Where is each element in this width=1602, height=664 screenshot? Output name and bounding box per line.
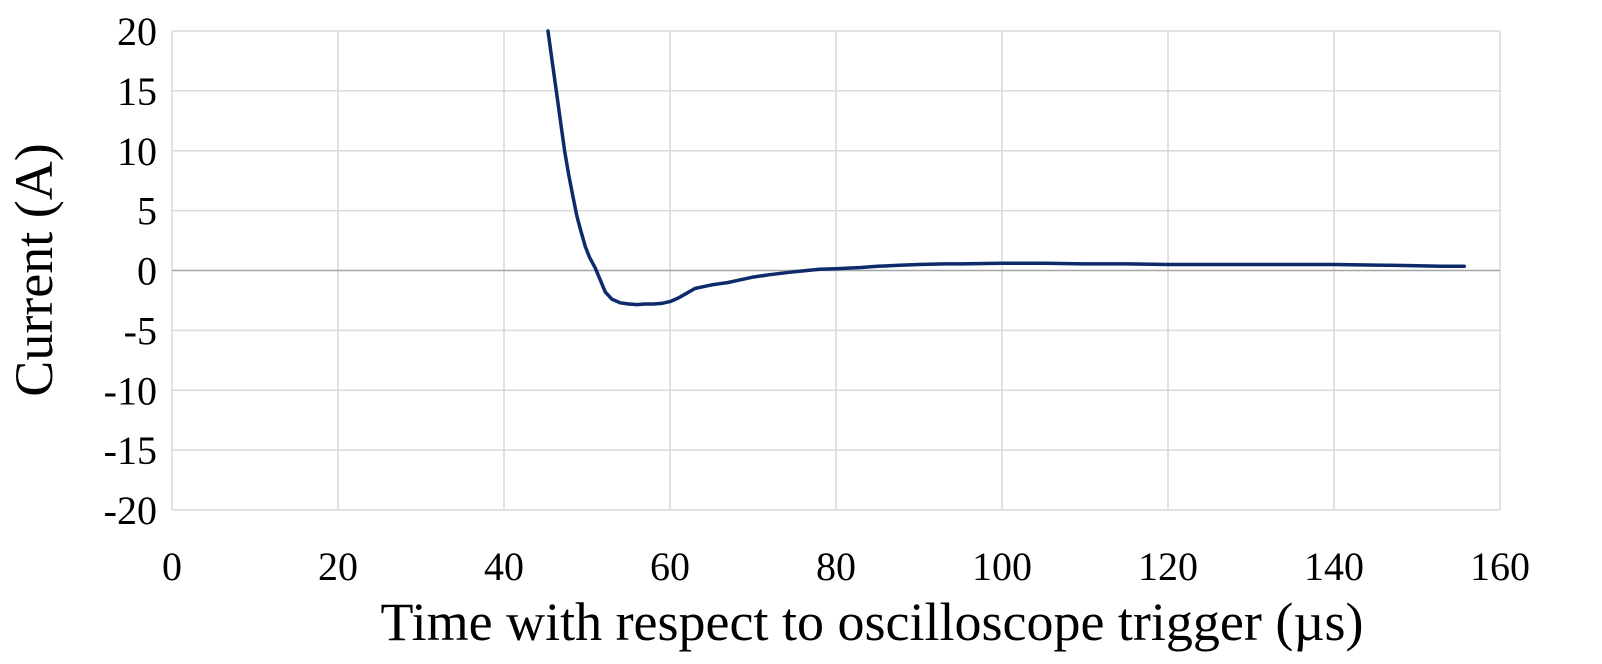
- y-tick-label: -20: [104, 488, 157, 533]
- gridlines: [171, 30, 1501, 511]
- x-tick-label: 100: [972, 544, 1032, 589]
- current-series-line: [546, 29, 1467, 307]
- y-tick-label: -5: [124, 308, 157, 353]
- x-tick-label: 60: [650, 544, 690, 589]
- y-tick-label: 10: [117, 129, 157, 174]
- x-axis-title: Time with respect to oscilloscope trigge…: [381, 592, 1364, 652]
- x-tick-label: 40: [484, 544, 524, 589]
- y-axis-title: Current (A): [4, 143, 64, 396]
- y-tick-label: 0: [137, 249, 157, 294]
- x-tick-label: 160: [1470, 544, 1530, 589]
- x-tick-label: 140: [1304, 544, 1364, 589]
- x-tick-label: 80: [816, 544, 856, 589]
- y-tick-label: 5: [137, 189, 157, 234]
- y-tick-label: -15: [104, 428, 157, 473]
- y-axis-ticks: 20 15 10 5 0 -5 -10 -15 -20: [104, 9, 157, 533]
- y-tick-label: -10: [104, 368, 157, 413]
- x-tick-label: 120: [1138, 544, 1198, 589]
- y-tick-label: 20: [117, 9, 157, 54]
- x-axis-ticks: 0 20 40 60 80 100 120 140 160: [162, 544, 1530, 589]
- y-tick-label: 15: [117, 69, 157, 114]
- x-tick-label: 0: [162, 544, 182, 589]
- x-tick-label: 20: [318, 544, 358, 589]
- series-layer: [546, 29, 1467, 307]
